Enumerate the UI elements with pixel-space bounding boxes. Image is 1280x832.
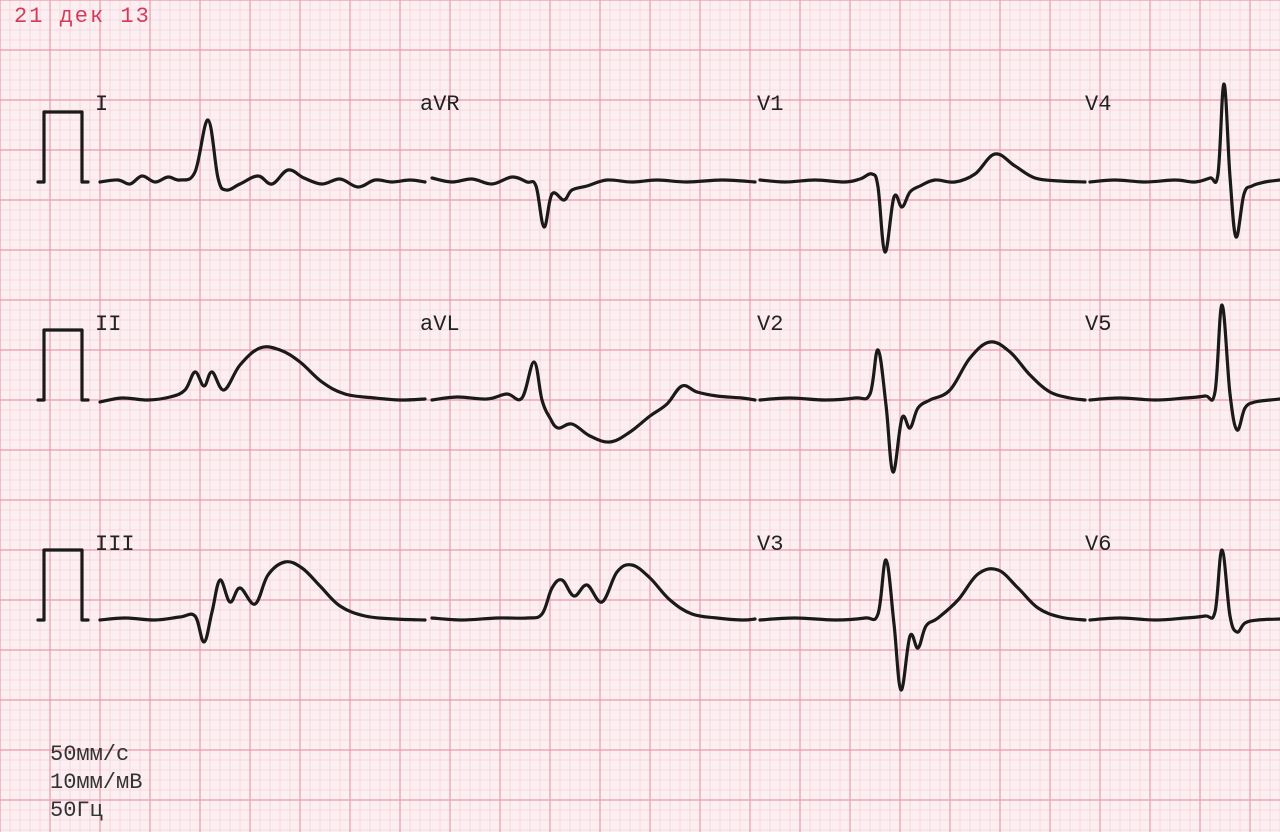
- lead-label-v2: V2: [757, 312, 783, 337]
- filter-label: 50Гц: [50, 798, 103, 823]
- lead-label-avr: aVR: [420, 92, 460, 117]
- gain-label: 10мм/мВ: [50, 770, 142, 795]
- lead-label-v5: V5: [1085, 312, 1111, 337]
- lead-label-i: I: [95, 92, 108, 117]
- lead-label-iii: III: [95, 532, 135, 557]
- lead-label-v6: V6: [1085, 532, 1111, 557]
- recording-date: 21 дек 13: [14, 4, 151, 29]
- lead-label-v1: V1: [757, 92, 783, 117]
- ecg-svg: [0, 0, 1280, 832]
- lead-label-ii: II: [95, 312, 121, 337]
- ecg-strip: 21 дек 13 50мм/с 10мм/мВ 50Гц IaVR V1 V4 II…: [0, 0, 1280, 832]
- paper-speed-label: 50мм/с: [50, 742, 129, 767]
- lead-label-v4: V4: [1085, 92, 1111, 117]
- lead-label-avl: aVL: [420, 312, 460, 337]
- lead-label-v3: V3: [757, 532, 783, 557]
